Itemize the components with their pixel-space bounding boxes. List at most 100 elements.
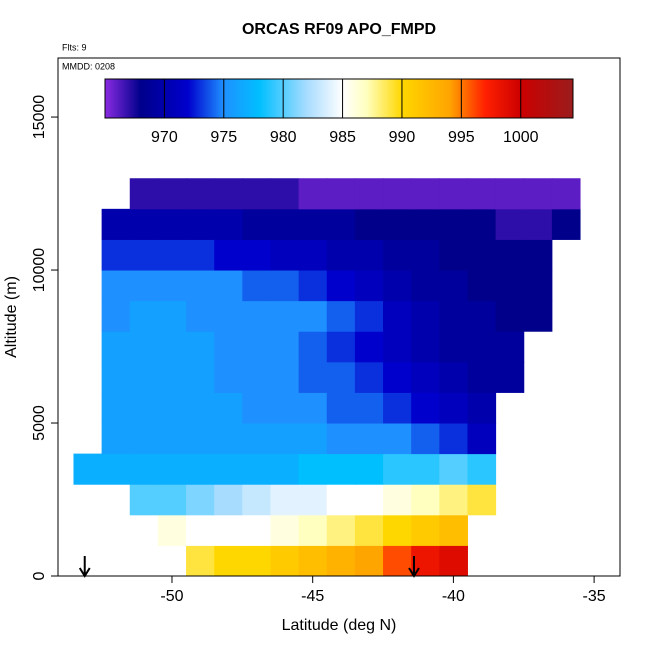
heat-cell — [551, 178, 581, 210]
heat-cell — [214, 208, 243, 240]
heat-cell — [101, 423, 131, 455]
heat-cell — [354, 361, 384, 393]
heat-cell — [298, 300, 328, 332]
y-tick-label: 5000 — [31, 405, 48, 441]
heat-cell — [383, 545, 412, 577]
heat-cell — [157, 514, 187, 546]
heat-cell — [270, 270, 300, 302]
heat-cell — [157, 484, 187, 516]
heat-cell — [354, 178, 384, 210]
heat-cell — [298, 208, 328, 240]
heat-cell — [383, 423, 412, 455]
heat-cell — [298, 392, 328, 424]
heat-cell — [157, 361, 187, 393]
arrow — [408, 556, 420, 578]
colorbar-tick-label: 990 — [389, 129, 416, 146]
heat-cell — [467, 208, 497, 240]
plot-frame — [57, 57, 621, 577]
heat-cell — [383, 178, 412, 210]
heat-cell — [129, 239, 159, 271]
colorbar-tick-label: 980 — [270, 129, 297, 146]
heat-cell — [354, 208, 384, 240]
heat-cell — [157, 208, 187, 240]
heat-cell — [270, 423, 300, 455]
heat-cell — [383, 239, 412, 271]
heat-cell — [467, 361, 497, 393]
heat-cell — [157, 453, 187, 485]
heat-cell — [101, 208, 131, 240]
heat-cell — [129, 300, 159, 332]
x-tick-label: -40 — [442, 588, 465, 605]
heat-cell — [439, 514, 468, 546]
heat-cell — [214, 239, 243, 271]
heat-cell — [383, 484, 412, 516]
heat-cell — [354, 239, 384, 271]
heat-cell — [129, 484, 159, 516]
heat-cell — [129, 361, 159, 393]
heat-cell — [495, 208, 525, 240]
heat-cell — [214, 484, 243, 516]
heat-cell — [186, 484, 215, 516]
heat-cell — [383, 453, 412, 485]
heat-cell — [523, 300, 553, 332]
heat-cell — [326, 300, 356, 332]
heat-cell — [270, 484, 300, 516]
heat-cell — [467, 484, 497, 516]
y-tick-label: 0 — [31, 571, 48, 580]
heat-cell — [214, 178, 243, 210]
heat-cell — [439, 453, 468, 485]
heat-cell — [411, 208, 440, 240]
heat-cell — [411, 484, 440, 516]
heat-cell — [270, 208, 300, 240]
heat-cell — [495, 300, 525, 332]
heat-cell — [467, 239, 497, 271]
heat-cell — [354, 331, 384, 363]
heat-cell — [383, 270, 412, 302]
heat-cell — [383, 208, 412, 240]
heat-cell — [157, 423, 187, 455]
x-tick-label: -45 — [301, 588, 324, 605]
heat-cell — [129, 178, 159, 210]
heat-cell — [523, 270, 553, 302]
heat-cell — [242, 239, 271, 271]
x-axis-label: Latitude (deg N) — [282, 617, 397, 634]
heat-cell — [439, 300, 468, 332]
heat-cell — [101, 361, 131, 393]
heat-cell — [129, 392, 159, 424]
heat-cell — [101, 453, 131, 485]
heat-cell — [298, 331, 328, 363]
heat-cell — [298, 545, 328, 577]
heat-cell — [186, 514, 215, 546]
heat-cell — [270, 178, 300, 210]
heat-cell — [383, 514, 412, 546]
heat-cell — [242, 208, 271, 240]
heat-cell — [467, 453, 497, 485]
heat-cell — [439, 270, 468, 302]
heat-cell — [523, 208, 553, 240]
heat-cell — [298, 178, 328, 210]
heat-cell — [157, 331, 187, 363]
heat-cell — [439, 331, 468, 363]
heat-cell — [242, 300, 271, 332]
heat-cell — [242, 270, 271, 302]
heat-cell — [242, 514, 271, 546]
heat-cell — [186, 331, 215, 363]
heat-cell — [326, 361, 356, 393]
heat-cell — [129, 453, 159, 485]
heat-cell — [411, 270, 440, 302]
heat-cell — [495, 361, 525, 393]
heat-cell — [129, 331, 159, 363]
heat-cell — [242, 484, 271, 516]
heat-cell — [242, 423, 271, 455]
y-axis-label: Altitude (m) — [3, 276, 20, 358]
heat-cell — [326, 239, 356, 271]
heat-cell — [101, 331, 131, 363]
heat-cell — [157, 300, 187, 332]
heat-cell — [214, 545, 243, 577]
heat-cell — [495, 178, 525, 210]
heat-cell — [495, 239, 525, 271]
chart-title: ORCAS RF09 APO_FMPD — [242, 21, 436, 38]
heat-cell — [439, 484, 468, 516]
heat-cell — [383, 392, 412, 424]
